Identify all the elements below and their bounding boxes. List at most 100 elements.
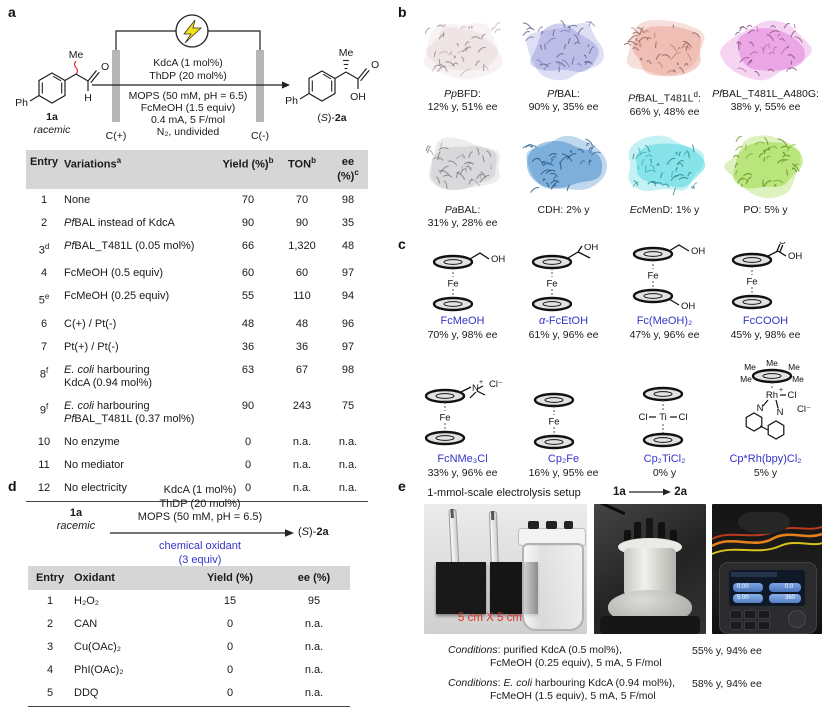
- conditions-line1: Conditions: E. coli harbouring KdcA (0.9…: [448, 677, 676, 689]
- cell-ee: n.a.: [304, 687, 324, 699]
- cell-ton: n.a.: [292, 435, 312, 448]
- mediator-cell: Me Me Me Me Me Rh + Cl N N Cl⁻ Cp*Rh(bpy)Cl₂ 5% y: [715, 360, 816, 480]
- cell-ton: 48: [295, 317, 309, 330]
- svg-text:Cl: Cl: [638, 412, 647, 423]
- condition-line: (3 equiv): [178, 553, 222, 566]
- table-row: 12 No electricity 0 n.a. n.a.: [26, 477, 368, 500]
- cell-variation: No enzyme: [64, 435, 120, 448]
- screen-field: [769, 594, 801, 603]
- protein-cell: PfBAL: 90% y, 35% ee: [513, 12, 614, 128]
- mediator-structure: Fe OH: [514, 244, 614, 314]
- cell-ee: 35: [341, 216, 355, 229]
- cell-variation: FcMeOH (0.5 equiv): [64, 267, 164, 280]
- jar-lid-port: [546, 521, 557, 529]
- conditions-block: Conditions: purified KdcA (0.5 mol%), FcM…: [448, 644, 698, 670]
- photo-electrodes-and-jar: 5 cm X 5 cm: [424, 504, 587, 634]
- conditions-below-d: chemical oxidant (3 equiv): [100, 540, 300, 567]
- cell-cap-fitting: [658, 522, 665, 540]
- protein-structure-image: [415, 12, 511, 86]
- protein-structure-image: [415, 128, 511, 202]
- cell-entry: 2: [46, 618, 54, 630]
- cell-ton: 110: [293, 290, 311, 303]
- table-header-row: Entry Oxidant Yield (%) ee (%): [28, 566, 350, 590]
- cell-ton: 67: [295, 363, 309, 376]
- screen-value: 5.00: [737, 595, 749, 601]
- protein-cell: EcMenD: 1% y: [614, 128, 715, 240]
- cell-variation: No electricity: [64, 481, 127, 494]
- cell-ton: 60: [295, 267, 309, 280]
- cell-yield: 90: [241, 216, 255, 229]
- conditions-line1: Conditions: purified KdcA (0.5 mol%),: [448, 644, 622, 656]
- col-header: Variationsa: [64, 156, 122, 171]
- svg-text:Fe: Fe: [746, 277, 757, 288]
- svg-text:Rh: Rh: [765, 390, 777, 401]
- cell-cap-fitting: [624, 530, 631, 542]
- mediator-structure: Fe OH OH: [615, 244, 715, 314]
- screen-value: 0.0: [785, 584, 794, 590]
- cell-yield: 15: [223, 595, 237, 607]
- cell-ee: 97: [341, 340, 355, 353]
- cell-body: [624, 548, 676, 596]
- mediator-cell: Fe OH α-FcEtOH 61% y, 96% ee: [513, 244, 614, 360]
- reaction-title: 1a 2a: [594, 486, 706, 498]
- cell-ee: 95: [307, 595, 321, 607]
- svg-text:Me: Me: [788, 362, 800, 372]
- mediator-name: FcMeOH: [440, 315, 485, 327]
- svg-text:N: N: [756, 403, 763, 414]
- table-row: 9f E. coli harbouring PfBAL_T481L (0.37 mo…: [26, 395, 368, 431]
- col-header: Entry: [35, 572, 65, 584]
- protein-structure-image: [617, 128, 713, 202]
- table-row: 3d PfBAL_T481L (0.05 mol%) 66 1,320 48: [26, 235, 368, 263]
- cell-yield: 70: [241, 193, 255, 206]
- substrate-id: 1a: [69, 507, 83, 519]
- condition-line: chemical oxidant: [159, 540, 241, 552]
- svg-text:Me: Me: [69, 49, 84, 61]
- mediator-structure: Fe N + Cl⁻: [413, 360, 513, 452]
- cell-entry: 10: [37, 435, 51, 448]
- cell-oxidant: CAN: [74, 618, 98, 630]
- mediator-name: Cp₂TiCl₂: [643, 453, 686, 465]
- cell-cap-fitting: [634, 522, 641, 540]
- cell-variation: FcMeOH (0.25 equiv): [64, 290, 170, 303]
- cell-entry: 4: [40, 267, 48, 280]
- mediator-structure: Me Me Me Me Me Rh + Cl N N Cl⁻: [716, 360, 816, 452]
- cell-ee: n.a.: [338, 458, 358, 471]
- svg-text:1a: 1a: [46, 111, 58, 123]
- cell-yield: 90: [241, 399, 255, 412]
- svg-text:N: N: [472, 383, 479, 394]
- cell-variation: None: [64, 193, 91, 206]
- device-button: [730, 610, 742, 619]
- cell-entry: 8f: [39, 365, 49, 381]
- cell-ee: n.a.: [338, 435, 358, 448]
- glass-jar: [522, 543, 584, 631]
- protein-structure-image: [718, 12, 814, 86]
- product-id: 2a: [316, 526, 329, 538]
- cell-entry: 3d: [38, 241, 50, 257]
- svg-text:Ph: Ph: [15, 97, 28, 109]
- mediator-name: Fc(MeOH)₂: [636, 315, 693, 327]
- panel-b-protein-grid: PpBFD: 12% y, 51% ee PfBAL: 90% y, 35% ee Pf…: [412, 12, 819, 240]
- table-row: 8f E. coli harbouring KdcA (0.94 mol%) 63 67…: [26, 359, 368, 395]
- wire-left: [115, 30, 176, 50]
- svg-text:Me: Me: [766, 360, 778, 368]
- mediator-stats: 45% y, 98% ee: [730, 329, 801, 341]
- cell-entry: 7: [40, 340, 48, 353]
- wire-right: [208, 30, 261, 50]
- cell-oxidant: DDQ: [74, 687, 99, 699]
- substrate-label-d: 1a racemic: [43, 507, 109, 533]
- protein-cell: CDH: 2% y: [513, 128, 614, 240]
- protein-structure-image: [617, 12, 713, 86]
- anode-bar: [112, 50, 120, 122]
- cell-oxidant: Cu(OAc)₂: [74, 641, 122, 653]
- cell-ton: n.a.: [292, 458, 312, 471]
- cell-ee: n.a.: [304, 664, 324, 676]
- cell-cap-fitting: [670, 530, 677, 542]
- svg-text:Cl: Cl: [787, 390, 796, 401]
- table-row: 3 Cu(OAc)₂ 0 n.a.: [28, 636, 350, 659]
- mediator-name: FcNMe₃Cl: [437, 453, 488, 465]
- condition-line: 0.4 mA, 5 F/mol: [151, 114, 225, 126]
- cell-entry: 4: [46, 664, 54, 676]
- reaction-from: 1a: [613, 486, 626, 498]
- anode-label: C(+): [106, 130, 127, 142]
- cell-ton: 70: [295, 193, 309, 206]
